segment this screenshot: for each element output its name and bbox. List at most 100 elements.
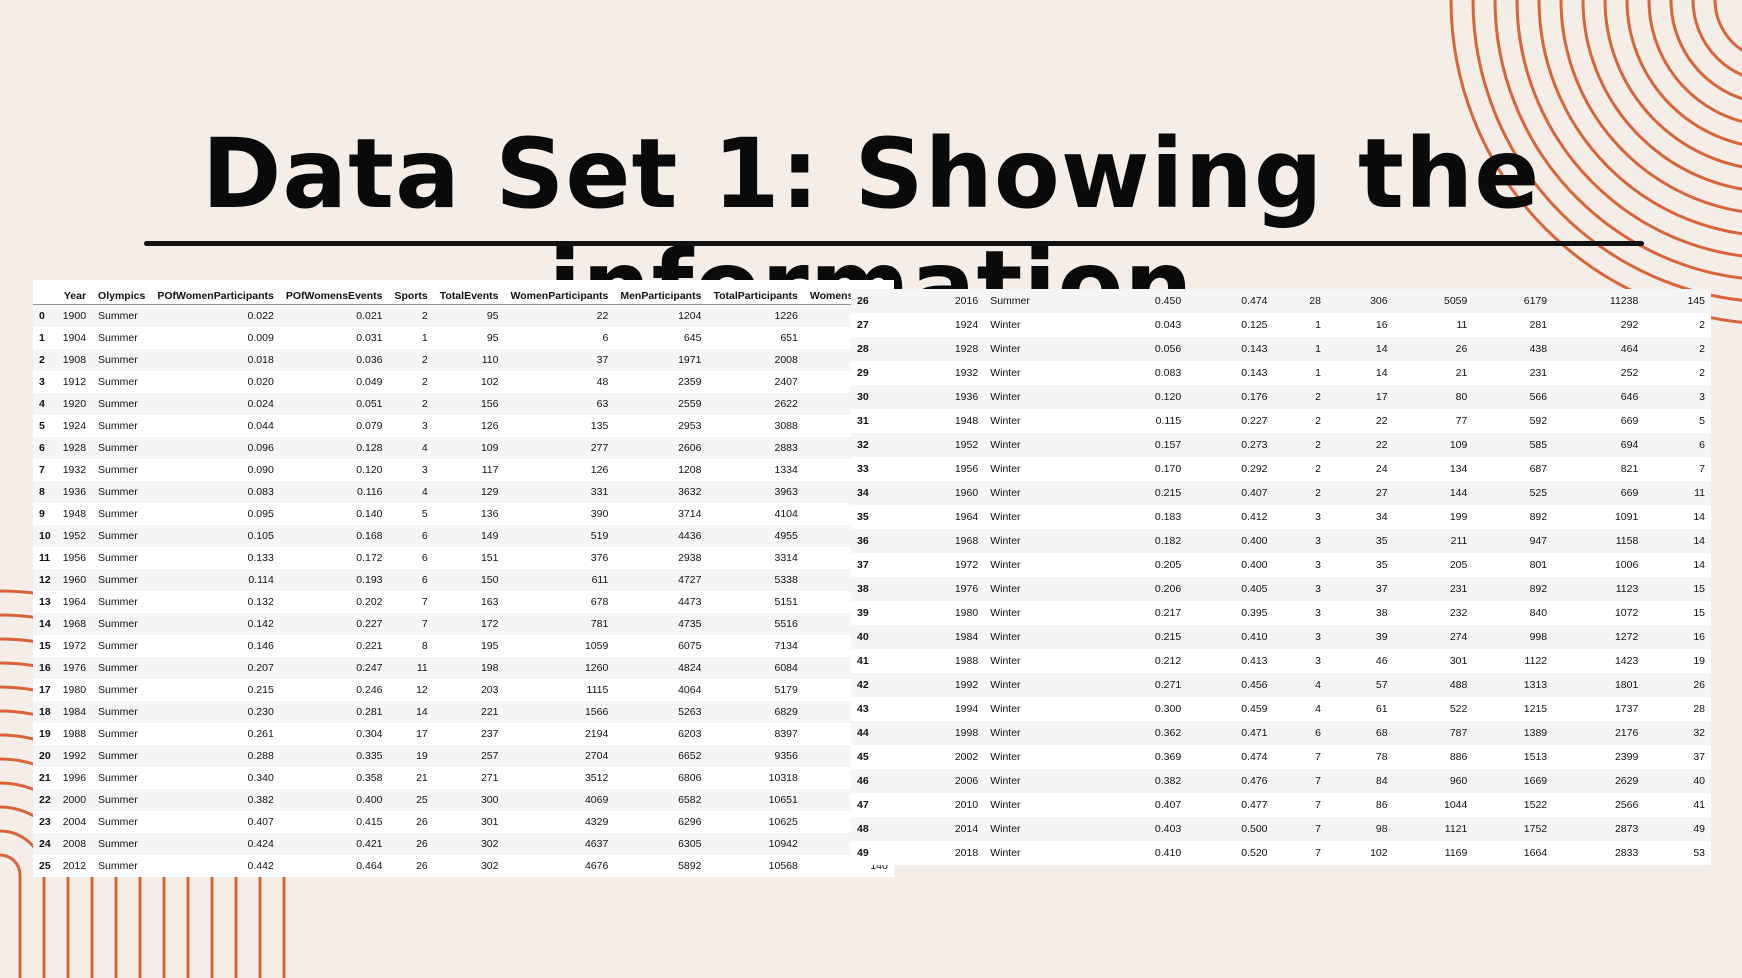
table-cell: 0.202 <box>356 595 383 608</box>
table-cell: 2 <box>421 309 428 322</box>
table-cell: 5179 <box>774 683 798 696</box>
table-cell: 26 <box>416 859 428 872</box>
table-cell: Winter <box>990 487 1021 499</box>
table-cell: 19 <box>416 749 428 762</box>
table-cell: 0.044 <box>247 419 274 432</box>
table-cell: 2014 <box>954 823 979 835</box>
table-cell: 0.096 <box>247 441 274 454</box>
table-row: 36 1968 Winter 0.182 0.400 3 35 211 947 1158 14 <box>851 529 1711 553</box>
table-cell: 1948 <box>954 415 979 427</box>
table-cell: Summer <box>98 661 138 674</box>
table-cell: 84 <box>1375 775 1388 787</box>
table-cell: 0.358 <box>356 771 383 784</box>
table-cell: 0.170 <box>1154 463 1182 475</box>
title: Data Set 1: Showing the information <box>201 118 1541 342</box>
table-cell: 611 <box>591 573 609 586</box>
table-cell: 3714 <box>678 507 702 520</box>
table-cell: Summer <box>98 331 138 344</box>
table-row: 30 1936 Winter 0.120 0.176 2 17 80 566 646 3 <box>851 385 1711 409</box>
table-cell: 4069 <box>584 793 609 806</box>
table-cell: 2883 <box>774 441 798 454</box>
table-cell: 0.168 <box>356 529 383 542</box>
table-row: 24 2008 Summer 0.424 0.421 26 302 4637 6305 10942… <box>33 832 894 855</box>
column-header: Year <box>56 280 93 305</box>
table-cell: 3 <box>1315 511 1321 523</box>
table-cell: Summer <box>98 529 138 542</box>
row-index: 26 <box>857 295 869 307</box>
table-cell: 0.476 <box>1241 775 1268 787</box>
table-row: 49 2018 Winter 0.410 0.520 7 102 1169 1664 2833 53 <box>851 841 1711 865</box>
table-cell: 302 <box>480 837 499 850</box>
table-cell: 390 <box>590 507 609 520</box>
table-cell: 0.288 <box>247 749 274 762</box>
table-cell: 2359 <box>678 375 702 388</box>
arc <box>1625 0 1742 146</box>
table-cell: 26 <box>416 815 428 828</box>
table-cell: 15 <box>1693 583 1705 595</box>
table-cell: 3 <box>1315 583 1321 595</box>
table-cell: 4 <box>421 441 428 454</box>
table-cell: 1260 <box>584 661 609 674</box>
row-index: 17 <box>39 683 51 696</box>
table-cell: 145 <box>1687 295 1705 307</box>
row-index: 40 <box>857 631 869 643</box>
table-cell: Winter <box>990 727 1021 739</box>
table-cell: 274 <box>1449 631 1468 643</box>
row-index: 11 <box>39 551 51 564</box>
table-cell: 5892 <box>678 859 702 872</box>
table-cell: 0.116 <box>357 485 383 498</box>
table-cell: 1968 <box>62 617 87 630</box>
table-row: 44 1998 Winter 0.362 0.471 6 68 787 1389 2176 32 <box>851 721 1711 745</box>
table-cell: 0.273 <box>1241 439 1268 451</box>
table-cell: 0.143 <box>1241 367 1268 379</box>
table-cell: 0.246 <box>356 683 383 696</box>
table-cell: 2018 <box>954 847 979 859</box>
row-index: 45 <box>857 751 869 763</box>
row-index: 16 <box>39 661 51 674</box>
table-cell: 26 <box>1693 679 1705 691</box>
table-cell: 26 <box>1455 343 1468 355</box>
table-cell: Winter <box>990 583 1021 595</box>
table-cell: 787 <box>1449 727 1468 739</box>
table-cell: 3314 <box>774 551 798 564</box>
table-cell: 4637 <box>584 837 609 850</box>
table-cell: 2 <box>1699 367 1705 379</box>
table-cell: 0.115 <box>1155 415 1182 427</box>
table-row: 28 1928 Winter 0.056 0.143 1 14 26 438 464 2 <box>851 337 1711 361</box>
row-index: 9 <box>39 507 45 520</box>
row-index: 7 <box>39 463 45 476</box>
table-cell: 1932 <box>954 367 979 379</box>
table-cell: 11238 <box>1609 295 1639 307</box>
row-index: 4 <box>39 397 45 410</box>
table-cell: 0.477 <box>1241 799 1268 811</box>
table-cell: 1976 <box>954 583 979 595</box>
table-cell: 41 <box>1693 799 1705 811</box>
table-cell: 7 <box>1315 847 1321 859</box>
table-cell: Winter <box>990 751 1021 763</box>
table-cell: 645 <box>683 331 702 344</box>
table-cell: 0.043 <box>1154 319 1182 331</box>
table-cell: 38 <box>1375 607 1388 619</box>
table-row: 34 1960 Winter 0.215 0.407 2 27 144 525 669 11 <box>851 481 1711 505</box>
table-cell: 669 <box>1620 487 1639 499</box>
table-cell: 4436 <box>678 529 702 542</box>
table-cell: 2399 <box>1614 751 1639 763</box>
row-index: 8 <box>39 485 45 498</box>
table-cell: 2 <box>1315 439 1321 451</box>
table-cell: 488 <box>1449 679 1468 691</box>
table-cell: 2873 <box>1614 823 1639 835</box>
table-cell: 21 <box>1455 367 1468 379</box>
table-row: 48 2014 Winter 0.403 0.500 7 98 1121 1752 2873 49 <box>851 817 1711 841</box>
row-index: 28 <box>857 343 869 355</box>
table-cell: 892 <box>1529 583 1548 595</box>
row-index: 38 <box>857 583 869 595</box>
table-cell: 0.114 <box>248 573 274 586</box>
table-row: 26 2016 Summer 0.450 0.474 28 306 5059 6179 11238… <box>851 289 1711 313</box>
table-cell: 0.140 <box>356 507 383 520</box>
table-cell: 7 <box>1315 751 1321 763</box>
table-cell: Summer <box>98 353 138 366</box>
table-cell: 15 <box>1693 607 1705 619</box>
